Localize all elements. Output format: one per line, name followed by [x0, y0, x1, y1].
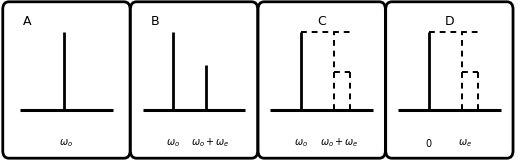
Text: $\omega_o + \omega_e$: $\omega_o + \omega_e$	[191, 136, 229, 149]
FancyBboxPatch shape	[258, 2, 386, 158]
Text: D: D	[444, 15, 454, 28]
Text: $\omega_e$: $\omega_e$	[458, 137, 473, 149]
Text: $\omega_o$: $\omega_o$	[166, 137, 180, 149]
Text: $0$: $0$	[425, 137, 432, 149]
Text: $\omega_o + \omega_e$: $\omega_o + \omega_e$	[319, 136, 358, 149]
FancyBboxPatch shape	[130, 2, 258, 158]
Text: B: B	[151, 15, 159, 28]
Text: $\omega_o$: $\omega_o$	[294, 137, 308, 149]
Text: A: A	[23, 15, 31, 28]
FancyBboxPatch shape	[386, 2, 513, 158]
Text: $\omega_o$: $\omega_o$	[59, 137, 73, 149]
Text: C: C	[317, 15, 326, 28]
FancyBboxPatch shape	[3, 2, 130, 158]
